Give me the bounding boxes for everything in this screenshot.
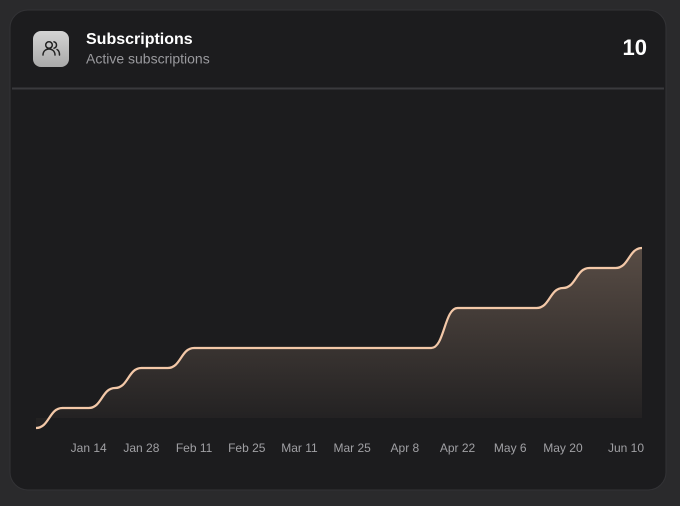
x-tick-label: Jan 28 <box>123 441 159 455</box>
x-tick-label: Apr 22 <box>440 441 476 455</box>
x-tick-label: May 20 <box>543 441 583 455</box>
x-tick-label: May 6 <box>494 441 527 455</box>
x-tick-label: Jan 14 <box>71 441 107 455</box>
x-tick-label: Feb 11 <box>176 441 213 455</box>
area-fill <box>36 248 642 428</box>
x-tick-label: Apr 8 <box>391 441 420 455</box>
line <box>35 246 643 430</box>
total-value: 10 <box>623 35 647 60</box>
x-tick-label: Feb 25 <box>228 441 266 455</box>
x-tick-label: Mar 11 <box>281 441 318 455</box>
plot: Jan 14 Jan 28 Feb 11 Feb 25 Mar 11 Mar 25 Apr … <box>35 246 644 455</box>
card-title: Subscriptions <box>86 31 193 48</box>
x-tick-label: Jun 10 <box>608 441 644 455</box>
card-subtitle: Active subscriptions <box>86 51 210 67</box>
x-tick-label: Mar 25 <box>333 441 371 455</box>
users-icon <box>42 40 61 56</box>
